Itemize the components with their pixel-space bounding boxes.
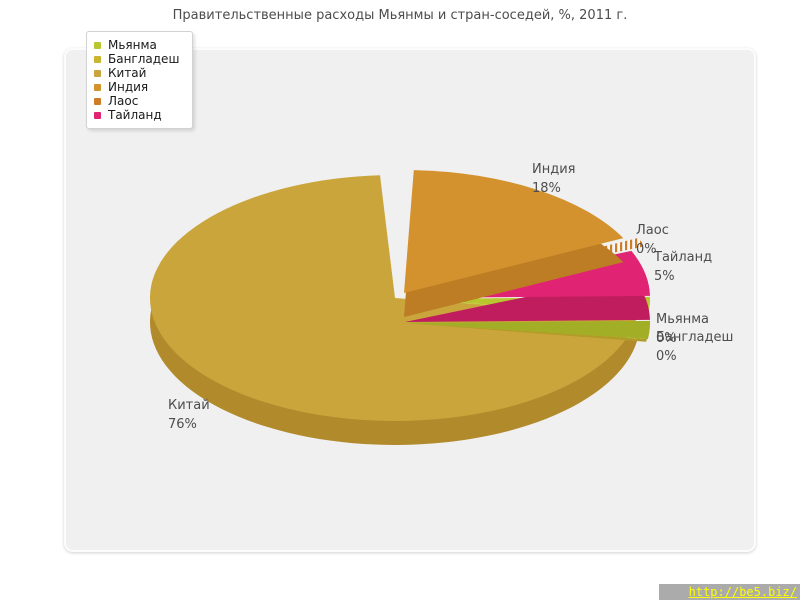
slice-label-laos: Лаос 0% <box>636 221 669 259</box>
slice-label-percent: 18% <box>532 181 561 196</box>
legend-label: Бангладеш <box>108 52 180 66</box>
legend-swatch-laos <box>94 97 101 105</box>
watermark-link[interactable]: http://be5.biz/ <box>659 584 800 600</box>
slice-label-name: Лаос <box>636 223 669 238</box>
legend-label: Индия <box>108 80 149 94</box>
pie-slice-side-myanmar <box>405 320 651 340</box>
legend-label: Тайланд <box>108 108 162 122</box>
legend-label: Лаос <box>108 94 139 108</box>
legend-item-bangladesh: Бангладеш <box>94 52 179 66</box>
legend-label: Мьянма <box>108 38 157 52</box>
slice-label-name: Индия <box>532 162 576 177</box>
slice-label-myanmar: Мьянма 0% <box>656 310 709 348</box>
slice-label-name: Тайланд <box>654 250 713 265</box>
legend-item-china: Китай <box>94 66 179 80</box>
slice-label-name: Бангладеш <box>656 330 734 345</box>
slice-label-percent: 76% <box>168 417 197 432</box>
slice-label-bangladesh: Бангладеш 0% <box>656 328 733 366</box>
legend-item-india: Индия <box>94 80 179 94</box>
slice-label-name: Мьянма <box>656 312 709 327</box>
slice-label-percent: 0% <box>656 349 677 364</box>
pie-slice-china <box>149 175 638 421</box>
legend-item-myanmar: Мьянма <box>94 38 179 52</box>
slice-label-percent: 0% <box>636 242 657 257</box>
legend: Мьянма Бангладеш Китай Индия Лаос Тайланд <box>86 31 194 129</box>
chart-title: Правительственные расходы Мьянмы и стран… <box>172 8 628 23</box>
slice-label-name: Китай <box>168 398 210 413</box>
legend-swatch-myanmar <box>94 41 101 49</box>
legend-swatch-india <box>94 83 101 91</box>
legend-label: Китай <box>108 66 147 80</box>
slice-label-india: Индия 18% <box>532 160 575 198</box>
pie-slice-side-bangladesh <box>404 323 647 342</box>
slice-label-percent: 0% <box>656 331 677 346</box>
slice-label-thailand: Тайланд 5% <box>654 248 712 286</box>
pie-slice-india <box>404 170 624 293</box>
legend-item-laos: Лаос <box>94 94 179 108</box>
slice-label-percent: 5% <box>654 269 675 284</box>
legend-swatch-china <box>94 69 101 77</box>
slice-label-china: Китай 76% <box>168 396 210 434</box>
legend-item-thailand: Тайланд <box>94 108 179 122</box>
legend-swatch-bangladesh <box>94 55 101 63</box>
legend-swatch-thailand <box>94 111 101 119</box>
